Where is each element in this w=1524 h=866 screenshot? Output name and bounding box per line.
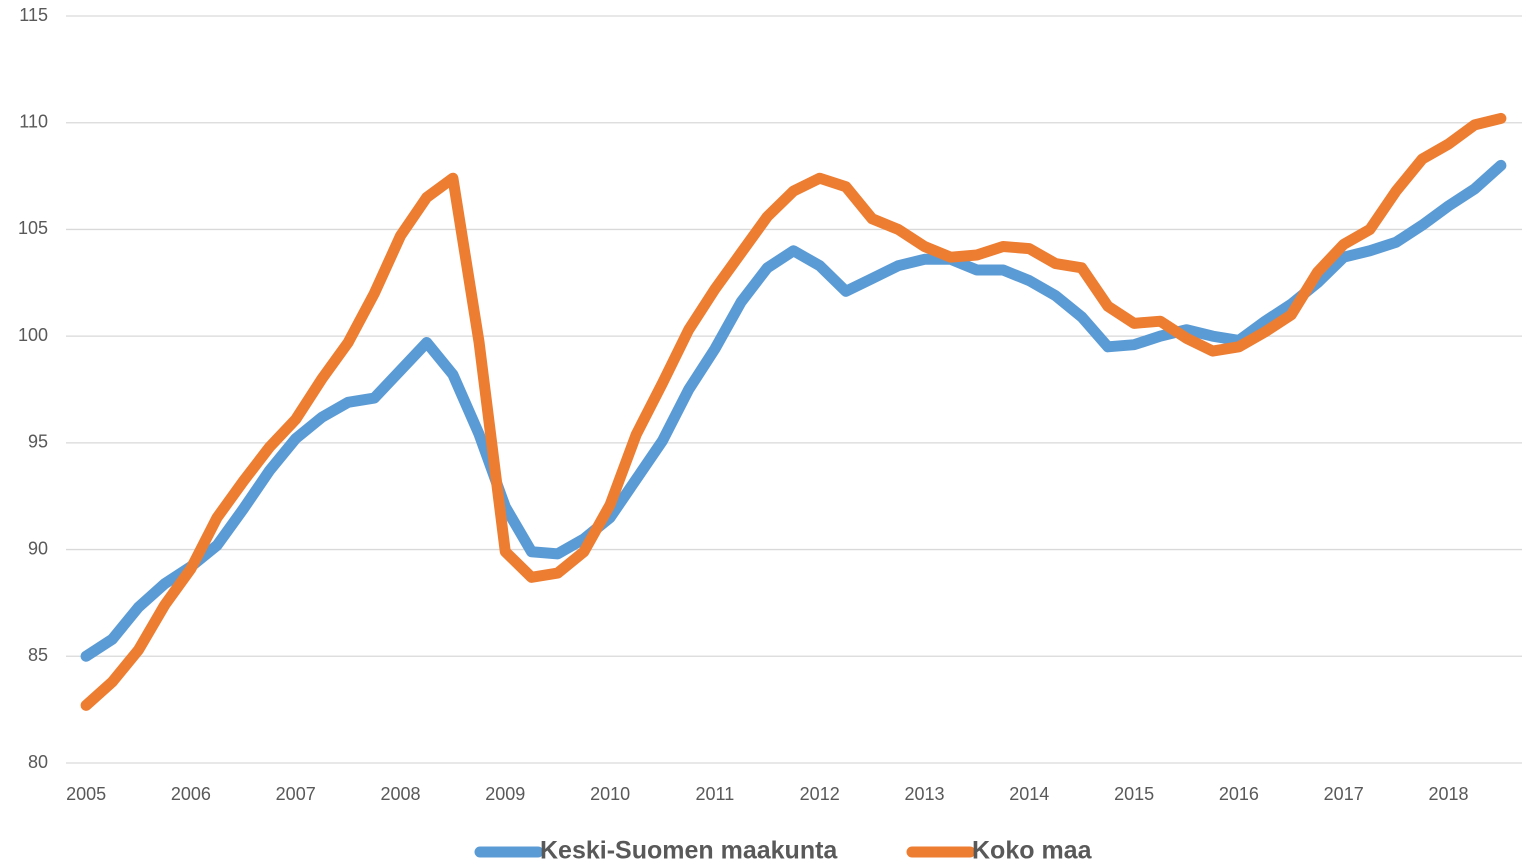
x-tick-label: 2011	[696, 784, 735, 804]
x-tick-label: 2013	[904, 784, 944, 804]
y-tick-label: 105	[18, 218, 48, 238]
x-tick-label: 2009	[485, 784, 525, 804]
x-tick-label: 2005	[66, 784, 106, 804]
y-tick-label: 80	[28, 752, 48, 772]
x-tick-label: 2006	[171, 784, 211, 804]
y-tick-label: 90	[28, 538, 48, 558]
series-line	[80, 159, 1507, 662]
x-tick-label: 2015	[1114, 784, 1154, 804]
x-tick-label: 2008	[380, 784, 420, 804]
x-tick-label: 2010	[590, 784, 630, 804]
x-tick-label: 2018	[1428, 784, 1468, 804]
x-tick-label: 2012	[800, 784, 840, 804]
y-tick-label: 115	[19, 5, 48, 25]
legend-label: Keski-Suomen maakunta	[540, 837, 838, 865]
y-tick-label: 95	[28, 432, 48, 452]
x-tick-label: 2016	[1219, 784, 1259, 804]
series-line	[80, 112, 1507, 711]
x-tick-label: 2017	[1324, 784, 1364, 804]
legend-label: Koko maa	[972, 837, 1093, 865]
x-tick-label: 2014	[1009, 784, 1049, 804]
y-tick-label: 100	[18, 325, 48, 345]
y-tick-label: 85	[28, 645, 48, 665]
y-tick-label: 110	[19, 111, 48, 131]
x-tick-label: 2007	[276, 784, 316, 804]
